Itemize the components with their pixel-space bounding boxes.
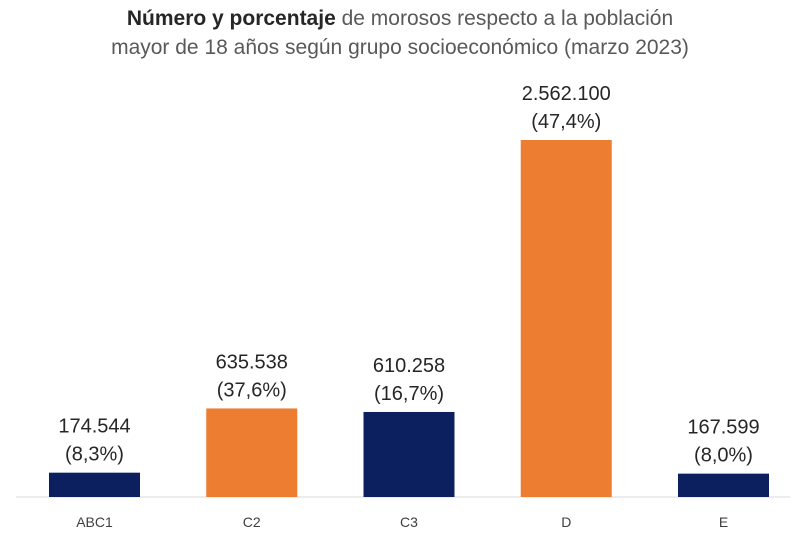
title-rest: de morosos respecto a la población	[335, 7, 674, 30]
category-label: C2	[243, 514, 261, 530]
percent-label: (37,6%)	[217, 379, 287, 401]
title-bold: Número y porcentaje	[126, 7, 336, 30]
value-label: 2.562.100	[522, 83, 611, 105]
percent-label: (8,3%)	[65, 444, 124, 466]
bar-d	[520, 140, 612, 497]
percent-label: (16,7%)	[374, 383, 444, 405]
bar-e	[678, 473, 769, 497]
title-line2: mayor de 18 años según grupo socioeconóm…	[111, 36, 689, 59]
value-label: 174.544	[58, 416, 130, 438]
percent-label: (8,0%)	[694, 445, 753, 467]
value-label: 167.599	[687, 417, 759, 439]
category-label: D	[561, 514, 571, 530]
bar-abc1	[49, 472, 140, 497]
bar-c3	[363, 411, 455, 497]
value-label: 635.538	[216, 351, 288, 373]
category-label: C3	[400, 514, 418, 530]
value-label: 610.258	[373, 355, 445, 377]
category-label: ABC1	[76, 514, 113, 530]
percent-label: (47,4%)	[531, 111, 601, 133]
chart-title: Número y porcentaje de morosos respecto …	[0, 4, 800, 62]
bar-c2	[206, 408, 298, 497]
category-label: E	[719, 514, 728, 530]
